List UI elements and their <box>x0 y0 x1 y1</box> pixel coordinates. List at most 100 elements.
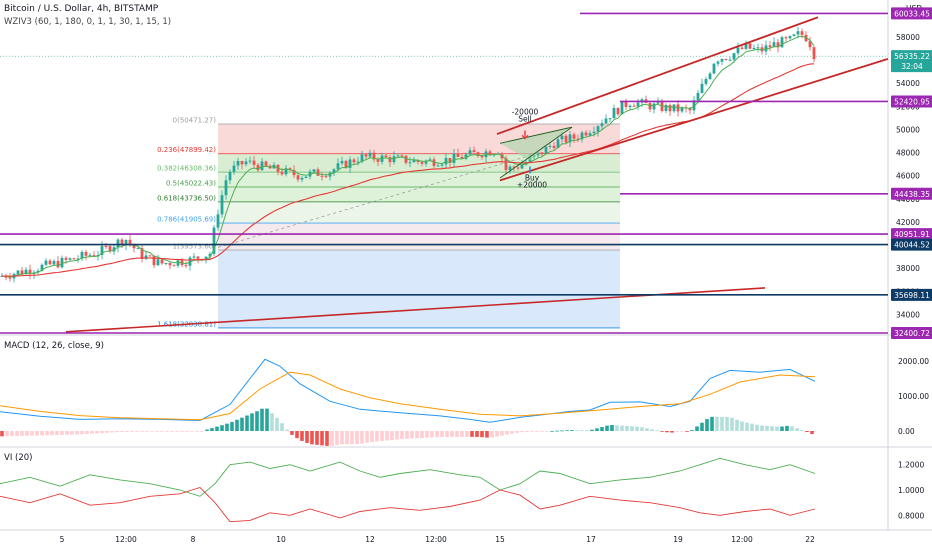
macd-histogram-bar <box>35 431 39 436</box>
macd-histogram-bar <box>625 426 629 431</box>
macd-histogram-bar <box>690 430 694 431</box>
macd-histogram-bar <box>515 431 519 433</box>
macd-histogram-bar <box>390 431 394 440</box>
fib-label: 0.5(45022.43) <box>166 180 216 188</box>
candle-body <box>256 164 260 171</box>
macd-histogram-bar <box>460 431 464 437</box>
candle-body <box>44 260 48 265</box>
candle-body <box>752 47 756 49</box>
candle-body <box>736 47 740 54</box>
candle-body <box>568 134 572 143</box>
candle-body <box>152 255 156 266</box>
macd-histogram-bar <box>115 431 119 433</box>
candle-body <box>212 227 216 254</box>
macd-histogram-bar <box>725 416 729 431</box>
candle-body <box>320 175 324 177</box>
macd-histogram-bar <box>245 415 249 431</box>
x-tick-label: 12:00 <box>115 535 137 544</box>
macd-histogram-bar <box>610 424 614 431</box>
macd-histogram-bar <box>540 431 544 432</box>
candle-body <box>576 138 580 140</box>
macd-histogram-bar <box>720 416 724 431</box>
candle-body <box>80 251 84 259</box>
macd-histogram-bar <box>675 431 679 432</box>
sell-label: Sell <box>518 114 532 123</box>
fib-label: 0(50471.27) <box>173 116 217 124</box>
macd-histogram-bar <box>790 426 794 431</box>
candle-body <box>324 176 328 178</box>
y-tick-label: 54000 <box>896 79 920 88</box>
fib-zone <box>218 123 620 154</box>
candle-body <box>668 105 672 112</box>
sell-arrow-icon <box>521 134 529 140</box>
candle-body <box>636 102 640 107</box>
level-tag-label: 40044.52 <box>894 241 930 250</box>
macd-histogram-bar <box>745 422 749 431</box>
macd-histogram-bar <box>560 430 564 432</box>
macd-signal-line <box>0 371 816 421</box>
y-tick-label: 34000 <box>896 310 920 319</box>
macd-histogram-bar <box>465 431 469 437</box>
candle-body <box>400 155 404 157</box>
macd-histogram-bar <box>200 431 204 432</box>
macd-histogram-bar <box>205 429 209 431</box>
candle-body <box>236 161 240 166</box>
candle-body <box>116 239 120 248</box>
macd-histogram-bar <box>505 431 509 435</box>
candle-body <box>220 195 224 215</box>
candle-body <box>36 270 40 273</box>
candle-body <box>508 166 512 171</box>
candle-body <box>252 160 256 165</box>
candle-body <box>280 171 284 175</box>
candle-body <box>688 108 692 111</box>
candle-body <box>708 73 712 79</box>
y-tick-label: 46000 <box>896 172 920 181</box>
candle-body <box>612 108 616 119</box>
macd-histogram-bar <box>665 431 669 433</box>
indicator-label: WZIV3 (60, 1, 180, 0, 1, 1, 30, 1, 15, 1… <box>4 17 172 27</box>
candle-body <box>372 152 376 160</box>
level-tag-label: 52420.95 <box>894 97 930 106</box>
dashed-trend-line <box>217 152 541 248</box>
macd-histogram-bar <box>620 425 624 431</box>
y-tick-label: 58000 <box>896 33 920 42</box>
candle-body <box>772 42 776 48</box>
fib-label: 0.236(47899.42) <box>157 146 216 154</box>
candle-body <box>748 43 752 49</box>
macd-histogram-bar <box>445 431 449 437</box>
level-tag-label: 35698.11 <box>894 291 930 300</box>
macd-histogram-bar <box>800 430 804 431</box>
macd-histogram-bar <box>60 431 64 435</box>
macd-histogram-bar <box>150 431 154 432</box>
candle-body <box>404 155 408 163</box>
macd-histogram-bar <box>510 431 514 434</box>
level-tag <box>891 228 932 241</box>
candle-body <box>248 160 252 162</box>
macd-histogram-bar <box>125 431 129 432</box>
macd-histogram-bar <box>370 431 374 442</box>
candle-body <box>172 265 176 267</box>
macd-y-tick: 2000.00 <box>898 357 929 366</box>
vi-y-tick: 1.0000 <box>898 486 924 495</box>
macd-histogram-bar <box>225 423 229 431</box>
macd-histogram-bar <box>155 431 159 432</box>
macd-histogram-bar <box>380 431 384 441</box>
level-tag <box>891 187 932 200</box>
candle-body <box>292 169 296 176</box>
candle-body <box>376 159 380 162</box>
macd-histogram-bar <box>495 431 499 437</box>
candle-body <box>704 78 708 84</box>
macd-histogram-bar <box>290 431 294 435</box>
candle-body <box>408 162 412 164</box>
macd-histogram-bar <box>650 429 654 431</box>
level-tag-label: 44438.35 <box>894 190 930 199</box>
macd-histogram-bar <box>810 431 814 434</box>
macd-histogram-bar <box>315 431 319 445</box>
macd-histogram-bar <box>80 431 84 435</box>
pattern-triangle <box>500 127 570 161</box>
candle-body <box>672 104 676 112</box>
candle-body <box>700 83 704 93</box>
macd-histogram-bar <box>785 425 789 431</box>
macd-histogram-bar <box>600 426 604 431</box>
